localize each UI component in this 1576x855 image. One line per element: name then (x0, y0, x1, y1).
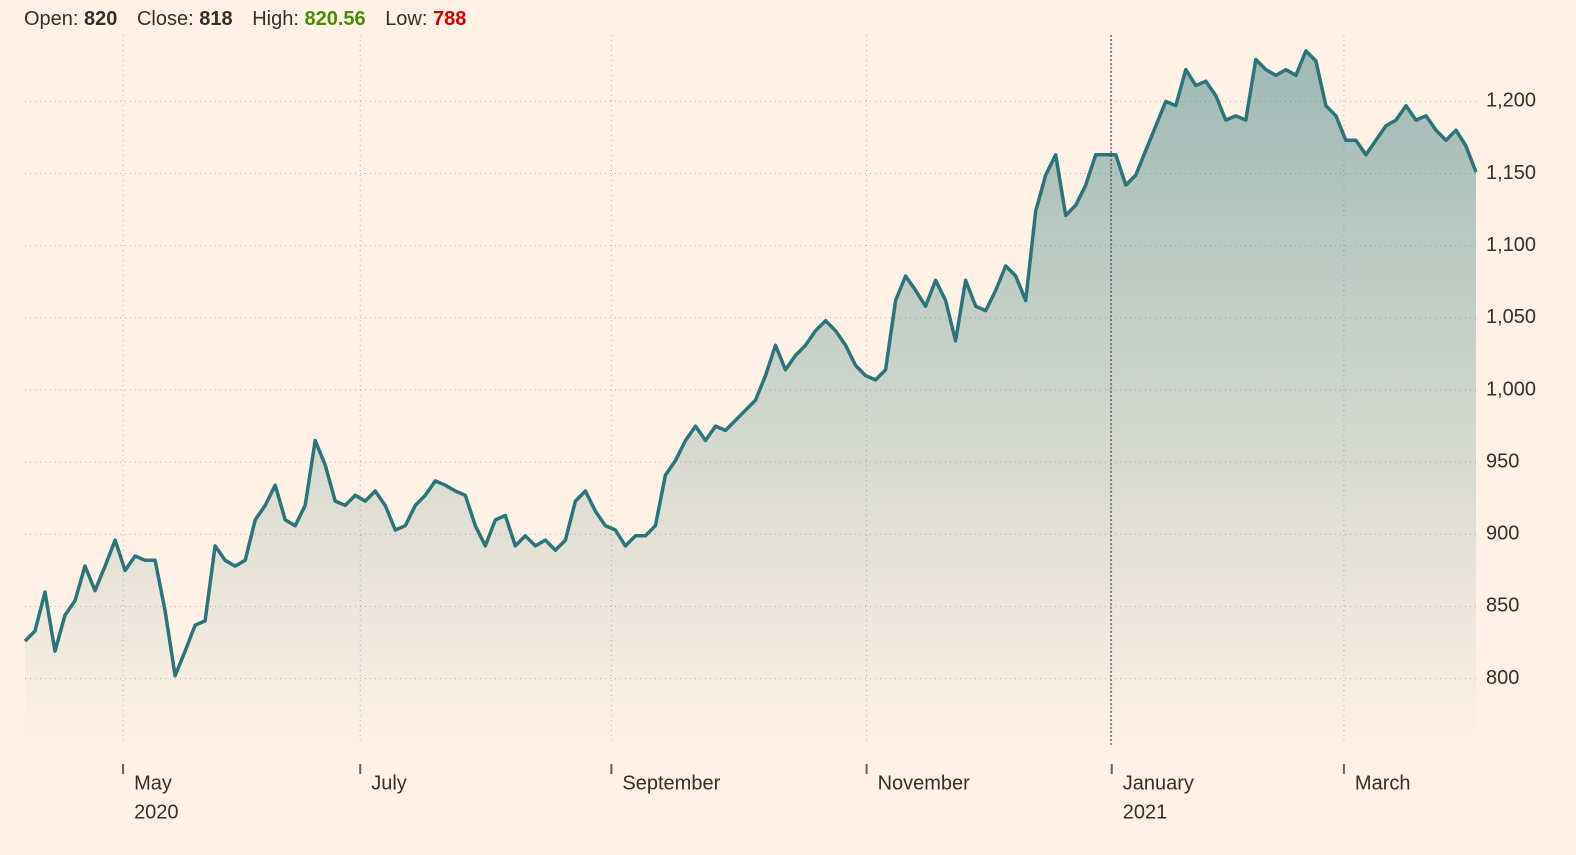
y-tick-label: 850 (1486, 595, 1519, 617)
x-tick-label: September (622, 772, 720, 794)
y-tick-label: 1,000 (1486, 378, 1536, 400)
x-tick-label: March (1355, 772, 1411, 794)
y-tick-label: 1,050 (1486, 306, 1536, 328)
y-tick-label: 1,200 (1486, 90, 1536, 112)
x-tick-label: May (134, 772, 172, 794)
x-tick-year: 2020 (134, 801, 179, 823)
y-tick-label: 800 (1486, 667, 1519, 689)
open-value: 820 (84, 8, 117, 30)
high-value: 820.56 (304, 8, 365, 30)
x-tick-label: November (878, 772, 971, 794)
header: Open: 820 Close: 818 High: 820.56 Low: 7… (24, 8, 466, 30)
area (25, 50, 1476, 745)
x-tick-year: 2021 (1123, 801, 1168, 823)
close-label: Close: (137, 8, 194, 30)
low-label: Low: (385, 8, 427, 30)
plot (23, 49, 1478, 745)
x-tick-label: July (371, 772, 407, 794)
low-value: 788 (433, 8, 466, 30)
y-tick-label: 950 (1486, 450, 1519, 472)
open-label: Open: (24, 8, 78, 30)
y-tick-label: 900 (1486, 523, 1519, 545)
x-tick-label: January (1123, 772, 1194, 794)
y-tick-label: 1,150 (1486, 162, 1536, 184)
close-value: 818 (199, 8, 232, 30)
y-tick-label: 1,100 (1486, 234, 1536, 256)
high-label: High: (252, 8, 299, 30)
line (23, 49, 1478, 678)
